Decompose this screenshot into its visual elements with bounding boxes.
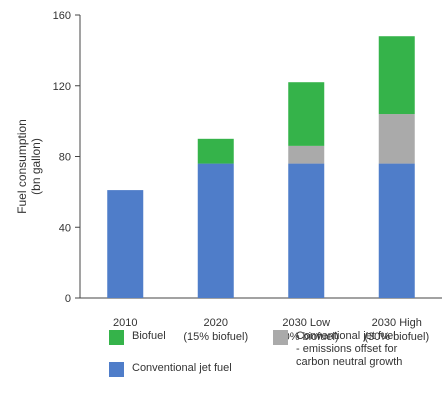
y-tick-label: 0 (65, 293, 71, 305)
bar-segment (197, 163, 234, 298)
y-tick-label: 120 (53, 81, 71, 93)
y-axis-title-line: (bn gallon) (29, 138, 43, 195)
y-axis-label: Fuel consumption(bn gallon) (15, 119, 43, 214)
x-tick-label-line: (15% biofuel) (183, 331, 248, 343)
x-labels: 2010 2020 (15% biofuel) 2030 Low (30% biofue… (113, 317, 429, 343)
bar-segment (378, 114, 415, 164)
x-tick-label-line: 2010 (113, 317, 137, 329)
bars (107, 36, 415, 298)
x-tick-label-line: 2030 Low (282, 317, 330, 329)
y-tick-label: 160 (53, 10, 71, 22)
bar-segment (378, 36, 415, 115)
y-tick-label: 40 (59, 222, 71, 234)
bar-segment (378, 163, 415, 298)
x-tick-label: 2020 (15% biofuel) (183, 317, 248, 343)
x-tick-label: 2010 (113, 317, 137, 329)
x-tick-label-line: 2020 (204, 317, 228, 329)
y-tick-label: 80 (59, 152, 71, 164)
x-tick-label-line: 2030 High (372, 317, 422, 329)
x-tick-label-line: (30% biofuel) (274, 331, 339, 343)
x-tick-label: 2030 Low (30% biofuel) (274, 317, 339, 343)
bar-segment (197, 138, 234, 164)
x-tick-label: 2030 High (30% biofuel) (364, 317, 429, 343)
x-tick-label-line: (30% biofuel) (364, 331, 429, 343)
y-axis-title-line: Fuel consumption (15, 119, 29, 214)
bar-segment (288, 163, 325, 298)
y-axis-title: Fuel consumption(bn gallon) (15, 119, 43, 214)
bar-segment (288, 82, 325, 146)
bar-segment (107, 190, 144, 298)
bar-segment (288, 145, 325, 164)
y-ticks: 0 40 80 120 160 (53, 10, 80, 305)
